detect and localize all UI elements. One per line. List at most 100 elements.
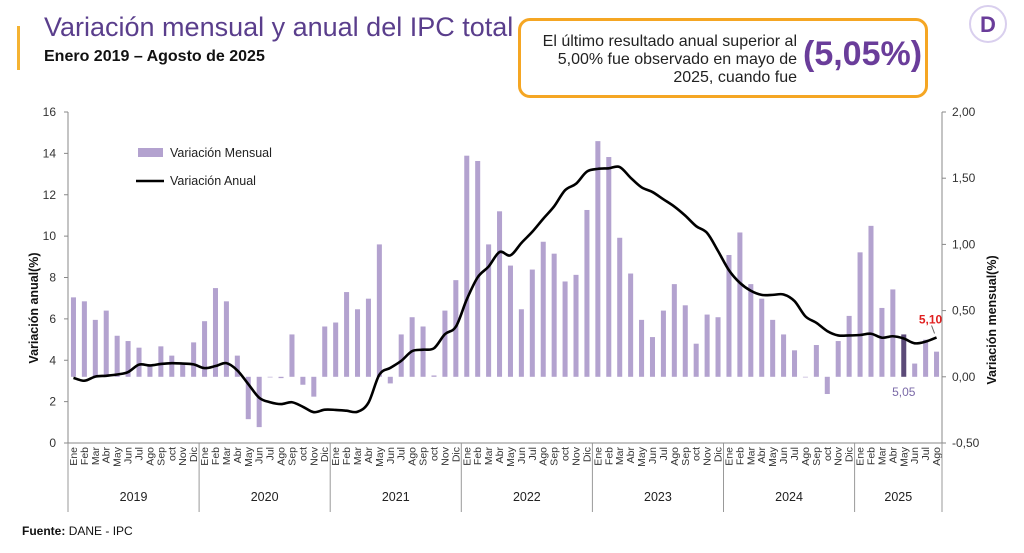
month-tick-label: Sep — [680, 447, 692, 466]
bar — [322, 326, 328, 377]
bar — [125, 341, 131, 377]
month-tick-label: Nov — [571, 446, 583, 465]
month-tick-label: Jun — [909, 447, 921, 464]
month-tick-label: Jul — [789, 447, 801, 460]
callout-value: (5,05%) — [803, 35, 923, 73]
month-tick-label: May — [374, 446, 386, 467]
bar — [486, 244, 492, 377]
month-tick-label: Dic — [581, 447, 593, 462]
legend-line-label: Variación Anual — [170, 174, 256, 188]
legend-bar-swatch — [138, 148, 163, 157]
bar — [245, 376, 251, 420]
month-tick-label: Jun — [778, 447, 790, 464]
bar — [114, 335, 120, 377]
month-tick-label: Sep — [549, 447, 561, 466]
bar — [409, 317, 415, 377]
month-tick-label: Dic — [319, 447, 331, 462]
month-tick-label: Abr — [625, 447, 637, 464]
bar — [868, 225, 874, 377]
bar — [824, 376, 830, 395]
month-tick-label: Feb — [734, 447, 746, 465]
bar — [442, 310, 448, 377]
bar — [212, 288, 218, 377]
month-tick-label: Abr — [756, 447, 768, 464]
annotations: 5,05 5,10 — [892, 312, 942, 399]
bar — [715, 317, 721, 377]
bar — [934, 351, 940, 377]
monthly-bars — [70, 141, 940, 428]
y-right-tick-label: 0,50 — [952, 304, 976, 318]
y-axis-left-label: Variación anual(%) — [27, 252, 41, 363]
month-tick-label: Jun — [647, 447, 659, 464]
bar — [202, 321, 208, 377]
year-label: 2023 — [644, 490, 672, 504]
bar — [802, 376, 808, 378]
month-tick-label: oct — [297, 447, 309, 461]
bar — [420, 326, 426, 377]
y-left-tick-label: 4 — [49, 353, 56, 367]
bar — [300, 376, 306, 385]
bar — [464, 155, 470, 377]
y-left-tick-label: 0 — [49, 436, 56, 450]
month-tick-label: Jun — [254, 447, 266, 464]
bar — [497, 211, 503, 377]
month-tick-label: Mar — [614, 447, 626, 466]
bar — [649, 337, 655, 377]
month-tick-label: Ene — [68, 447, 80, 466]
bar — [387, 376, 393, 384]
month-tick-label: oct — [691, 447, 703, 461]
legend-bar-label: Variación Mensual — [170, 146, 272, 160]
month-tick-label: May — [636, 446, 648, 467]
month-tick-label: Ago — [538, 447, 550, 466]
bar — [431, 375, 437, 377]
bar — [529, 269, 535, 377]
bar — [682, 305, 688, 377]
month-tick-label: Abr — [232, 447, 244, 464]
month-tick-label: Jul — [134, 447, 146, 460]
y-left-tick-label: 12 — [43, 188, 57, 202]
bar — [748, 284, 754, 377]
bar — [792, 350, 798, 377]
bar — [879, 307, 885, 377]
month-tick-label: Dic — [450, 447, 462, 462]
bar — [333, 322, 339, 377]
bar — [92, 319, 98, 377]
month-tick-label: Ago — [669, 447, 681, 466]
month-tick-label: Mar — [90, 447, 102, 466]
month-tick-label: Ene — [330, 447, 342, 466]
annotation-leader — [931, 325, 936, 334]
bar — [289, 334, 295, 377]
month-tick-label: May — [505, 446, 517, 467]
bar — [267, 376, 273, 378]
bar — [584, 209, 590, 377]
chart-subtitle: Enero 2019 – Agosto de 2025 — [44, 48, 265, 65]
month-tick-label: oct — [166, 447, 178, 461]
source-note: Fuente: DANE - IPC — [22, 524, 133, 538]
month-tick-label: Nov — [439, 446, 451, 465]
bar — [606, 157, 612, 377]
month-tick-label: Ene — [723, 447, 735, 466]
year-label: 2025 — [884, 490, 912, 504]
callout-box: El último resultado anual superior al 5,… — [518, 18, 928, 98]
bar — [781, 334, 787, 377]
month-tick-label: May — [243, 446, 255, 467]
month-tick-label: Nov — [833, 446, 845, 465]
month-tick-label: Jun — [123, 447, 135, 464]
month-tick-label: Ene — [461, 447, 473, 466]
y-axis-right-label: Variación mensual(%) — [985, 255, 999, 384]
month-tick-label: Ago — [276, 447, 288, 466]
bar — [103, 310, 109, 377]
bar — [147, 364, 153, 377]
month-tick-label: Feb — [865, 447, 877, 465]
bar — [671, 284, 677, 377]
bar — [191, 342, 197, 377]
bar — [376, 244, 382, 377]
month-tick-label: Ene — [592, 447, 604, 466]
y-left-tick-label: 16 — [43, 105, 57, 119]
bar — [846, 315, 852, 377]
month-tick-label: Ago — [800, 447, 812, 466]
month-tick-label: Mar — [745, 447, 757, 466]
month-tick-label: Feb — [79, 447, 91, 465]
bar — [573, 274, 579, 377]
month-tick-label: Jul — [658, 447, 670, 460]
